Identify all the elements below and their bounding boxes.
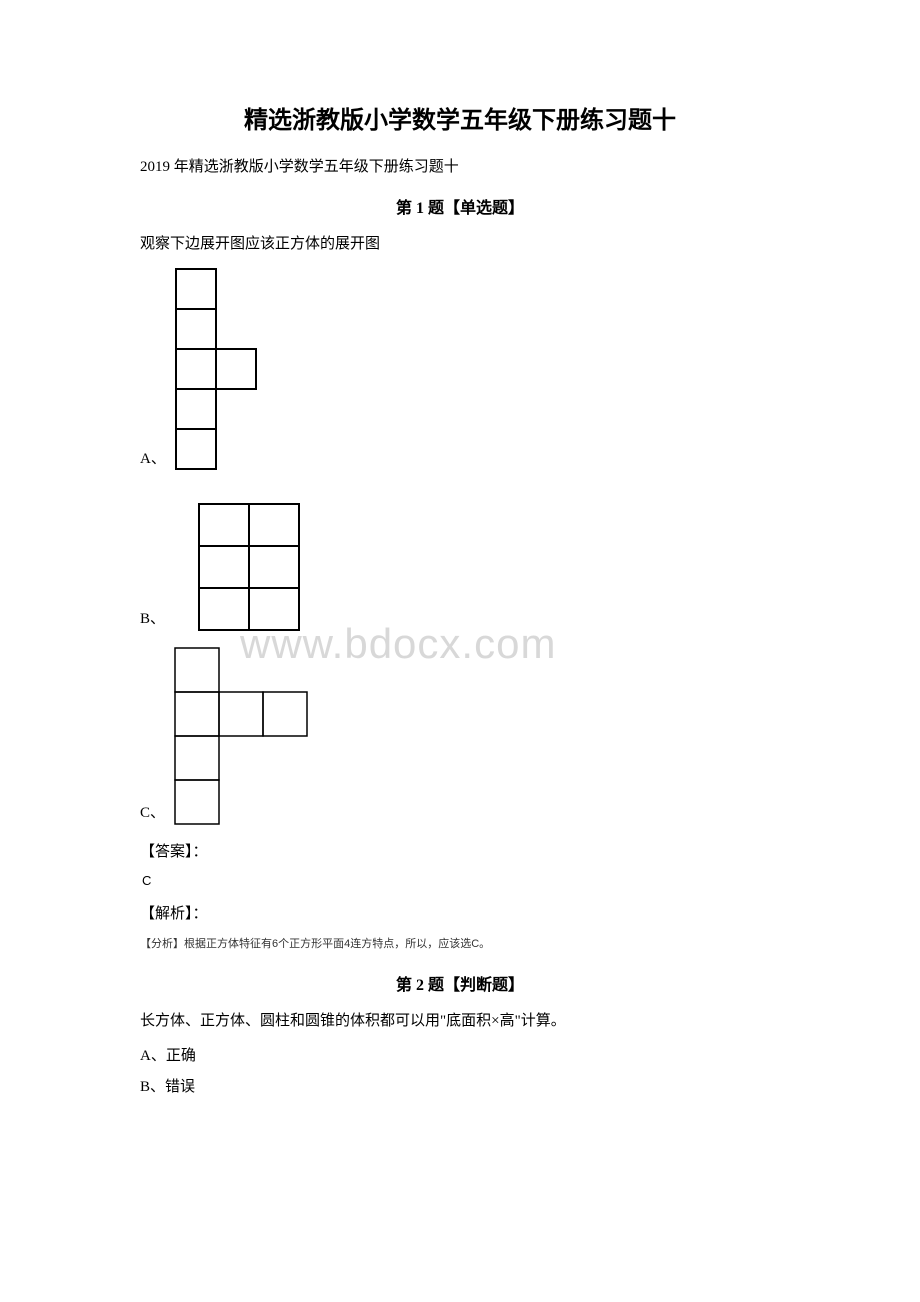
option-b-label: B、	[140, 607, 165, 632]
option-c-row: C、	[140, 646, 780, 826]
question-2-text: 长方体、正方体、圆柱和圆锥的体积都可以用"底面积×高"计算。	[140, 1009, 780, 1030]
shape-b-diagram	[197, 502, 302, 632]
shape-c-diagram	[173, 646, 313, 826]
option-a-label: A、	[140, 447, 166, 472]
option-c-label: C、	[140, 801, 165, 826]
analysis-label: 【解析】：	[140, 902, 780, 923]
analysis-text: 【分析】根据正方体特征有6个正方形平面4连方特点，所以，应该选C。	[140, 935, 780, 951]
answer-label: 【答案】：	[140, 840, 780, 861]
subtitle: 2019 年精选浙教版小学数学五年级下册练习题十	[140, 155, 780, 176]
option-2-b: B、错误	[140, 1075, 780, 1096]
option-b-row: B、	[140, 502, 780, 632]
option-a-row: A、	[140, 267, 780, 472]
question-1-header: 第 1 题【单选题】	[140, 194, 780, 218]
answer-value: C	[142, 873, 780, 888]
shape-a-diagram	[174, 267, 264, 472]
main-title: 精选浙教版小学数学五年级下册练习题十	[140, 100, 780, 135]
question-1-text: 观察下边展开图应该正方体的展开图	[140, 232, 780, 253]
option-2-a: A、正确	[140, 1044, 780, 1065]
question-2-header: 第 2 题【判断题】	[140, 971, 780, 995]
